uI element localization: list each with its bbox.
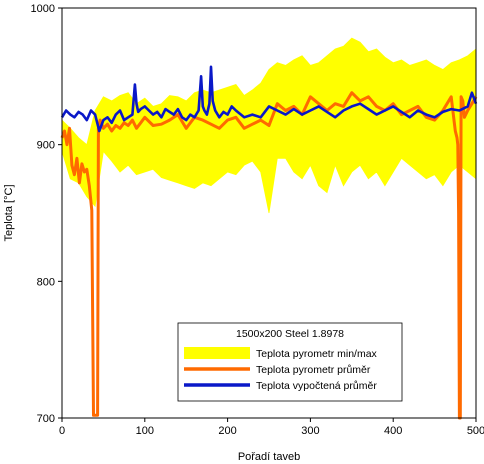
legend-swatch-band xyxy=(184,347,250,359)
x-axis-label: Pořadí taveb xyxy=(238,451,300,463)
legend-entry-label: Teplota pyrometr min/max xyxy=(256,348,378,360)
y-axis-ticks: 700 800 900 1000 xyxy=(31,3,62,425)
y-tick-label: 1000 xyxy=(31,3,55,15)
y-tick-label: 900 xyxy=(37,140,55,152)
legend-entries: Teplota pyrometr min/max Teplota pyrometr… xyxy=(184,347,378,392)
x-tick-label: 500 xyxy=(467,425,484,437)
x-axis-ticks: 0 100 200 300 400 500 xyxy=(59,418,484,437)
x-tick-label: 0 xyxy=(59,425,65,437)
legend-entry-label: Teplota pyrometr průměr xyxy=(256,364,371,376)
legend: 1500x200 Steel 1.8978 Teplota pyrometr m… xyxy=(177,322,403,402)
series-layer xyxy=(60,37,478,420)
legend-entry-label: Teplota vypočtená průměr xyxy=(256,380,377,392)
x-tick-label: 300 xyxy=(301,425,319,437)
y-tick-label: 700 xyxy=(37,413,55,425)
y-tick-label: 800 xyxy=(37,276,55,288)
x-tick-label: 200 xyxy=(218,425,236,437)
legend-box xyxy=(177,322,403,402)
x-tick-label: 400 xyxy=(384,425,402,437)
y-axis-label: Teplota [°C] xyxy=(3,185,15,242)
legend-title: 1500x200 Steel 1.8978 xyxy=(236,328,344,340)
x-tick-label: 100 xyxy=(136,425,154,437)
plot-frame xyxy=(61,7,477,419)
